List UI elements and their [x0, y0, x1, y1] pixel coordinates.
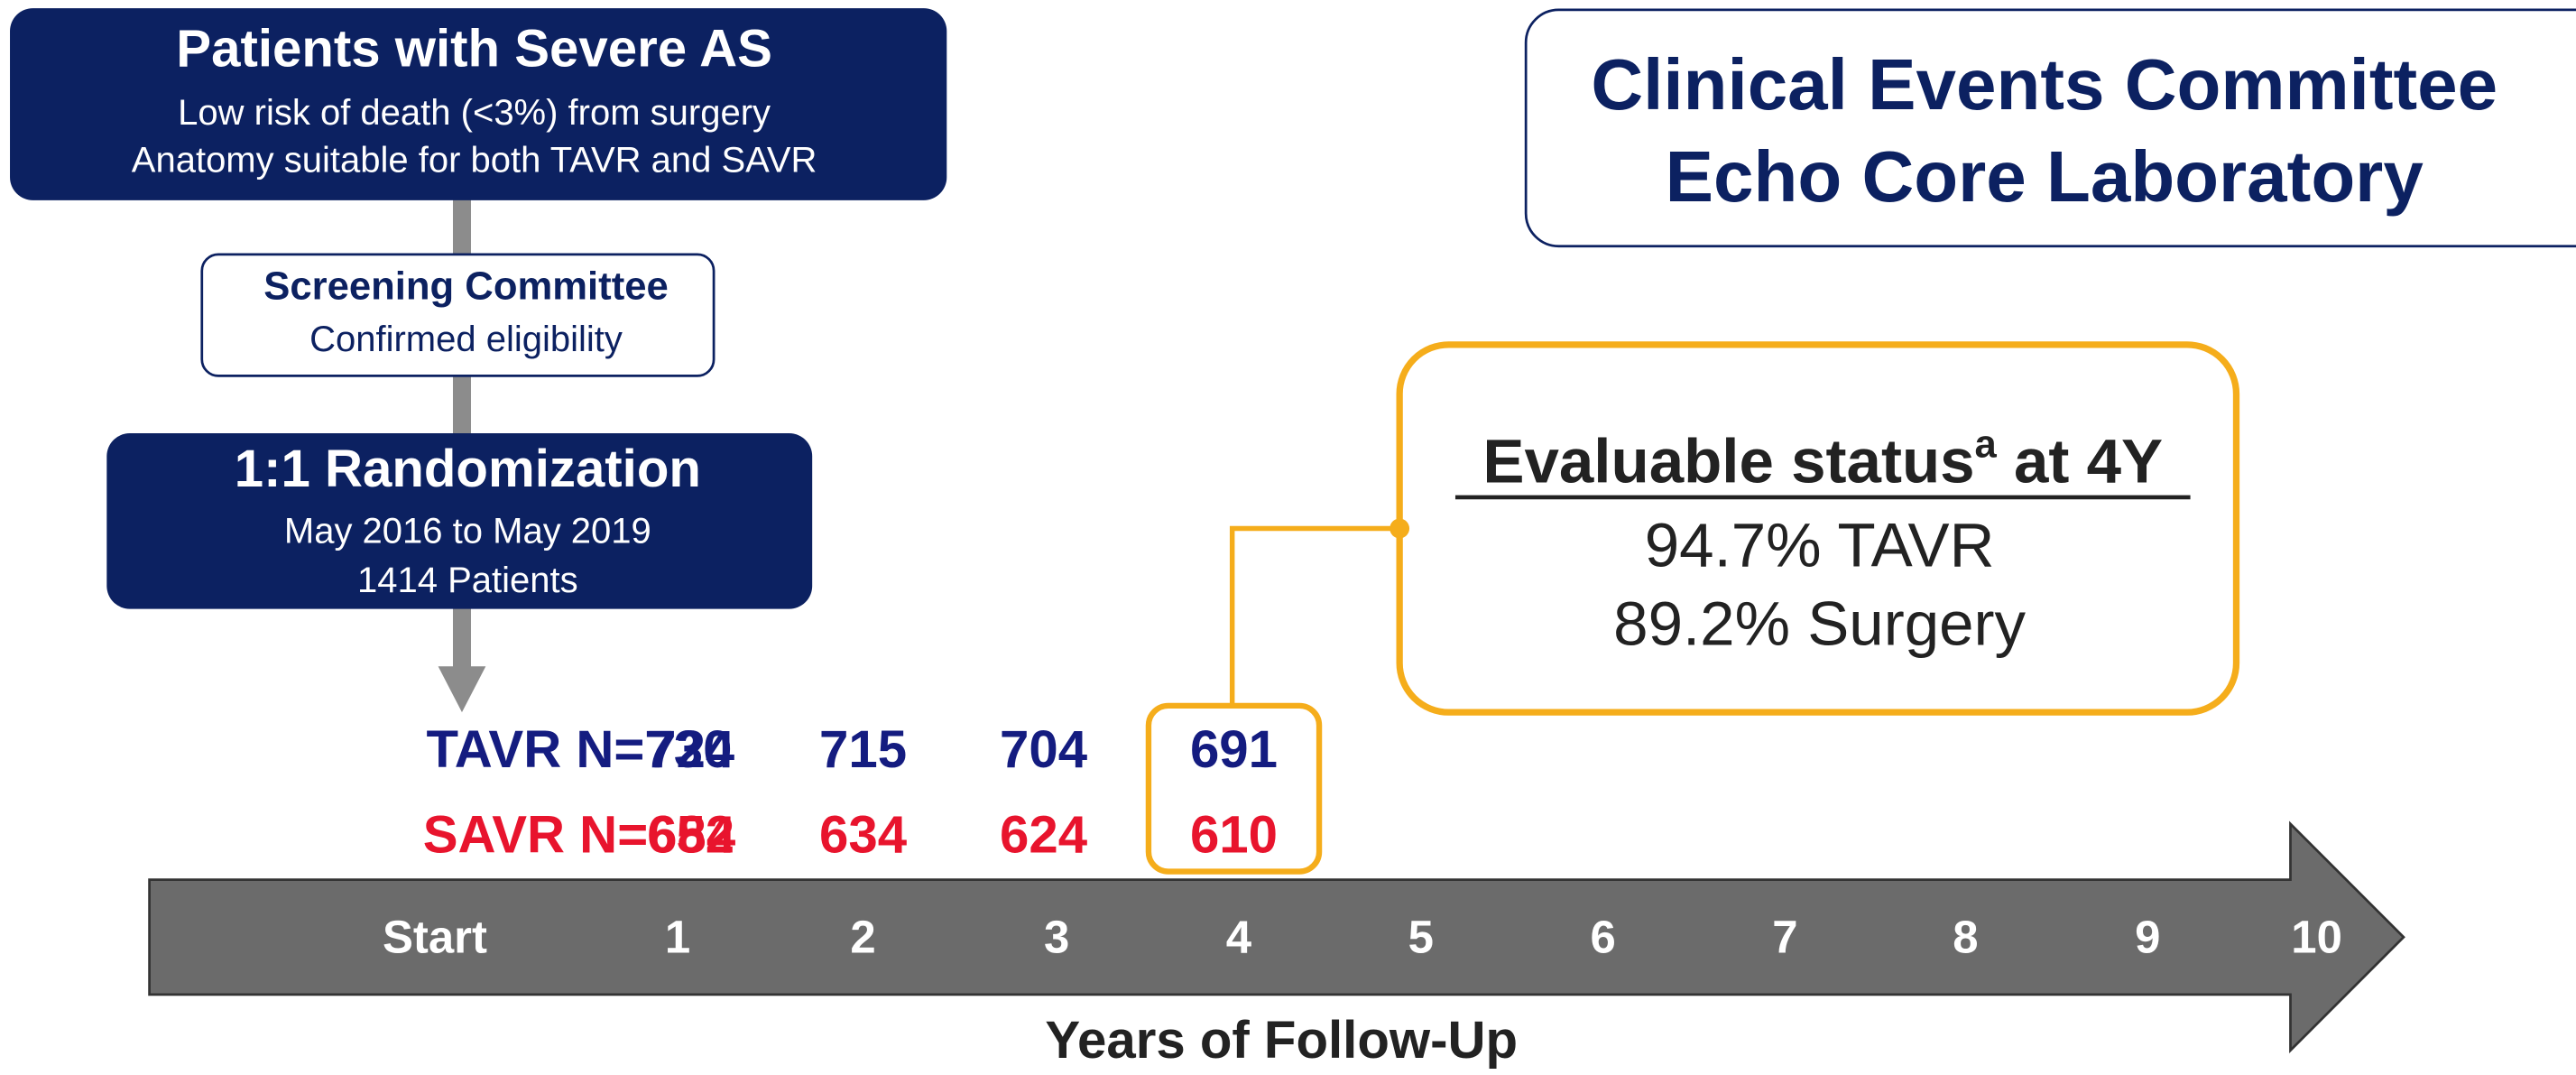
row-label: TAVR N=730	[427, 720, 733, 779]
axis-label: Years of Follow-Up	[1045, 1011, 1518, 1070]
box-line: Anatomy suitable for both TAVR and SAVR	[132, 141, 817, 181]
highlight-box	[1145, 702, 1323, 875]
timeline-tick: 3	[1044, 911, 1069, 962]
content: Patients with Severe AS Low risk of death…	[132, 20, 2498, 1070]
committee-box	[1524, 8, 2576, 248]
evaluable-title: Evaluable statusa at 4Y	[1482, 422, 2163, 496]
timeline-tick: Start	[383, 911, 487, 962]
committee-line: Clinical Events Committee	[1591, 44, 2498, 125]
screening-box	[200, 253, 716, 377]
connector	[1229, 525, 1400, 706]
count: 724	[647, 720, 735, 779]
box-title: 1:1 Randomization	[235, 440, 701, 498]
connector-dot	[1390, 518, 1410, 539]
timeline-tick: 7	[1772, 911, 1797, 962]
evaluable-line: 94.7% TAVR	[1645, 509, 1995, 579]
box-line: Confirmed eligibility	[309, 320, 623, 359]
count: 634	[819, 806, 908, 865]
title-text: Evaluable status	[1482, 426, 1974, 496]
arrow-head	[438, 666, 486, 713]
box-line: May 2016 to May 2019	[284, 512, 651, 551]
box-line: 1414 Patients	[357, 561, 578, 600]
timeline-arrow	[148, 820, 2405, 1054]
timeline-tick: 2	[850, 911, 875, 962]
timeline-tick: 8	[1953, 911, 1978, 962]
randomization-box	[106, 433, 813, 609]
count: 715	[819, 720, 907, 779]
timeline-tick: 9	[2135, 911, 2160, 962]
superscript: a	[1975, 422, 1998, 466]
box-line: Low risk of death (<3%) from surgery	[178, 93, 771, 133]
timeline-tick: 4	[1226, 911, 1252, 962]
timeline-tick: 5	[1408, 911, 1434, 962]
patients-box	[10, 8, 947, 200]
count: 691	[1190, 720, 1278, 779]
connector	[452, 607, 471, 670]
count: 624	[1000, 806, 1088, 865]
connector	[452, 197, 471, 263]
box-title: Screening Committee	[263, 265, 668, 309]
row-label: SAVR N=684	[423, 806, 736, 865]
count: 704	[1000, 720, 1088, 779]
connector	[452, 374, 471, 440]
count: 610	[1190, 806, 1278, 865]
timeline-tick: 10	[2291, 911, 2342, 962]
evaluable-line: 89.2% Surgery	[1613, 588, 2026, 659]
box-title: Patients with Severe AS	[176, 20, 772, 79]
title-suffix: at 4Y	[1997, 426, 2163, 496]
timeline-tick: 6	[1590, 911, 1615, 962]
count: 652	[647, 806, 734, 865]
timeline-tick: 1	[665, 911, 690, 962]
committee-line: Echo Core Laboratory	[1666, 136, 2424, 217]
